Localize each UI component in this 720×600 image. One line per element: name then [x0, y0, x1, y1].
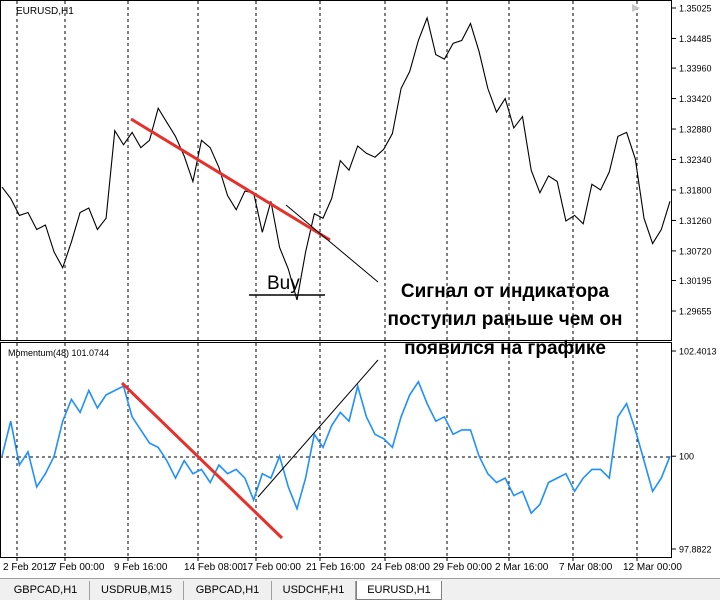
tab-gbpcad-2[interactable]: GBPCAD,H1	[184, 581, 272, 600]
pointer-line-price	[285, 204, 379, 283]
buy-label: Buy	[267, 273, 300, 294]
tab-usdrub[interactable]: USDRUB,M15	[90, 581, 184, 600]
x-tick-label: 2 Mar 16:00	[495, 562, 549, 573]
x-tick-label: 14 Feb 08:00	[184, 562, 243, 573]
momentum-panel-title: Momentum(48) 101.0744	[8, 348, 109, 358]
price-y-tick-label: 1.31800	[679, 185, 712, 195]
x-tick-label: 21 Feb 16:00	[306, 562, 365, 573]
chart-canvas[interactable]: EURUSD,H1 Momentum(48) 101.0744 1.350251…	[0, 0, 720, 578]
momentum-y-tick-label: 97.8822	[679, 545, 712, 555]
price-panel-frame	[0, 0, 672, 341]
x-tick-label: 12 Mar 00:00	[623, 562, 682, 573]
price-panel-title: EURUSD,H1	[16, 6, 74, 17]
price-y-tick-label: 1.32880	[679, 125, 712, 135]
x-tick-label: 29 Feb 00:00	[433, 562, 492, 573]
price-y-tick-label: 1.30720	[679, 246, 712, 256]
momentum-series-line	[1, 379, 671, 515]
price-y-tick-label: 1.30195	[679, 276, 712, 286]
signal-text-line1: Сигнал от индикатора	[401, 281, 610, 302]
momentum-panel-frame	[0, 342, 672, 558]
x-tick-label: 17 Feb 00:00	[242, 562, 301, 573]
tab-gbpcad-1[interactable]: GBPCAD,H1	[2, 581, 90, 600]
x-tick-label: 7 Mar 08:00	[559, 562, 613, 573]
price-y-tick-label: 1.33960	[679, 64, 712, 74]
vertical-gridlines	[16, 1, 638, 557]
price-y-tick-label: 1.34485	[679, 34, 712, 44]
pointer-line-momentum	[257, 359, 379, 498]
tab-usdchf[interactable]: USDCHF,H1	[272, 581, 356, 600]
price-y-axis: 1.35025 1.34485 1.33960 1.33420 1.32880 1.323…	[672, 4, 712, 317]
momentum-trendline	[120, 381, 284, 540]
momentum-y-axis: 102.4013 100 97.8822	[672, 347, 717, 555]
price-y-tick-label: 1.35025	[679, 4, 712, 14]
price-trendline	[130, 117, 331, 242]
chart-shift-icon[interactable]	[632, 4, 640, 12]
price-y-tick-label: 1.33420	[679, 94, 712, 104]
tab-eurusd[interactable]: EURUSD,H1	[356, 581, 442, 600]
x-tick-label: 2 Feb 2012	[3, 562, 54, 573]
momentum-y-tick-label: 100	[679, 452, 694, 462]
momentum-y-tick-label: 102.4013	[679, 347, 717, 357]
price-y-tick-label: 1.32340	[679, 155, 712, 165]
signal-text-line3: появился на графике	[404, 338, 606, 359]
x-tick-label: 24 Feb 08:00	[371, 562, 430, 573]
x-tick-label: 9 Feb 16:00	[114, 562, 168, 573]
price-series-line	[1, 16, 671, 301]
price-y-tick-label: 1.31260	[679, 216, 712, 226]
chart-tab-bar: GBPCAD,H1 USDRUB,M15 GBPCAD,H1 USDCHF,H1…	[0, 578, 720, 600]
signal-text-line2: поступил раньше чем он	[387, 309, 622, 330]
x-tick-label: 7 Feb 00:00	[51, 562, 105, 573]
price-y-tick-label: 1.29655	[679, 307, 712, 317]
